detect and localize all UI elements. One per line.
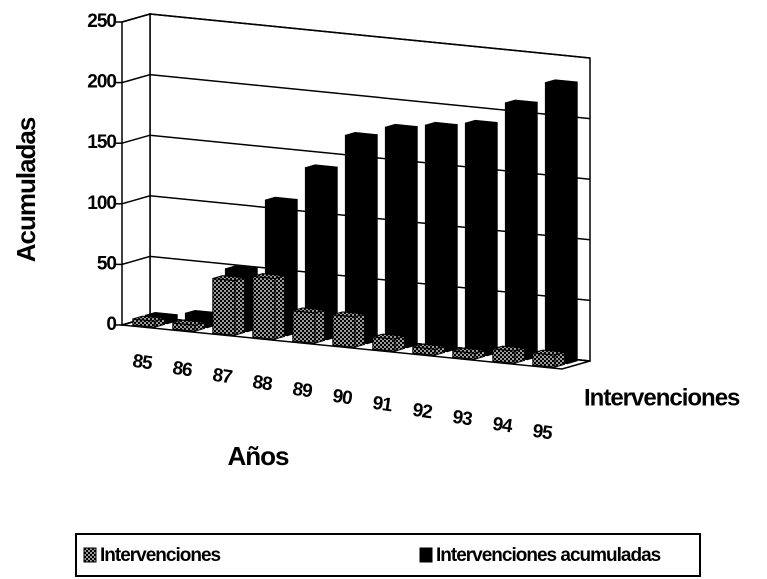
bar-top xyxy=(505,99,538,106)
bar xyxy=(252,273,286,340)
x-tick-label: 89 xyxy=(291,379,313,403)
grid-line xyxy=(121,73,591,120)
bar-top xyxy=(305,164,338,171)
bar xyxy=(332,311,366,348)
bar xyxy=(304,164,338,341)
bar-front xyxy=(424,124,448,353)
bar xyxy=(452,347,486,360)
y-tick-label: 150 xyxy=(87,132,116,153)
bar-top xyxy=(492,345,525,352)
x-tick-label: 88 xyxy=(251,372,273,396)
legend-swatch xyxy=(83,547,97,563)
bar xyxy=(172,319,206,332)
bar-top xyxy=(225,265,258,272)
legend-box xyxy=(75,533,701,577)
x-axis-label: Años xyxy=(228,441,290,471)
bar-side xyxy=(354,313,366,348)
bar xyxy=(544,79,578,365)
bar-top xyxy=(292,307,325,314)
y-tick-label: 200 xyxy=(87,72,116,93)
bar-front xyxy=(332,314,356,348)
side-wall xyxy=(121,13,151,326)
bar xyxy=(132,315,166,328)
y-tick-label: 100 xyxy=(87,193,116,214)
bar-top xyxy=(212,275,245,282)
x-tick-label: 94 xyxy=(491,414,514,438)
bar xyxy=(504,99,538,361)
x-tick-label: 95 xyxy=(531,421,554,445)
bar xyxy=(212,275,246,336)
bar-top xyxy=(465,119,498,126)
bar xyxy=(372,333,406,352)
bar-top xyxy=(545,79,578,86)
bar-front xyxy=(384,126,408,349)
bar-front xyxy=(504,102,528,361)
bar-top xyxy=(532,349,565,356)
depth-axis-label: Intervenciones xyxy=(584,384,740,411)
bar-top xyxy=(172,319,205,326)
x-tick-label: 85 xyxy=(131,351,154,375)
bar-top xyxy=(132,315,165,322)
x-tick-label: 90 xyxy=(331,386,353,410)
bar-front xyxy=(212,277,236,336)
bar-top xyxy=(425,121,458,128)
y-tick-label: 0 xyxy=(106,314,116,335)
bar-front xyxy=(544,82,568,365)
bar-side xyxy=(234,277,246,336)
bar-front xyxy=(464,122,488,357)
bar-top xyxy=(145,312,178,319)
bar-side xyxy=(274,275,286,340)
bar-top xyxy=(332,311,365,318)
bar xyxy=(384,123,418,349)
legend-label: Intervenciones acumuladas xyxy=(436,545,661,566)
bar-front xyxy=(292,310,316,344)
bar-side xyxy=(314,309,326,344)
bar-top xyxy=(385,123,418,130)
bar-top xyxy=(252,273,285,280)
bar xyxy=(412,343,446,356)
bar-top xyxy=(265,196,298,203)
bar xyxy=(492,345,526,364)
bar xyxy=(292,307,326,344)
bar-side xyxy=(566,81,578,365)
bar-side xyxy=(446,123,458,353)
bar-front xyxy=(252,275,276,340)
x-tick-label: 92 xyxy=(411,400,433,424)
bar-top xyxy=(372,333,405,340)
bar-top xyxy=(345,132,378,139)
x-tick-label: 87 xyxy=(211,365,233,389)
x-tick-label: 91 xyxy=(371,393,394,417)
grid-line xyxy=(121,13,591,59)
bar xyxy=(532,349,566,368)
bar xyxy=(344,132,378,345)
bar-side xyxy=(486,121,498,357)
bar-side xyxy=(366,134,378,345)
bar xyxy=(464,119,498,357)
bar-side xyxy=(526,101,538,361)
x-tick-label: 86 xyxy=(171,358,193,382)
bar-side xyxy=(406,125,418,349)
bar xyxy=(424,121,458,353)
y-tick-label: 50 xyxy=(97,253,117,274)
bar-top xyxy=(452,347,485,354)
bar-top xyxy=(412,343,445,350)
y-axis-label: Acumuladas xyxy=(11,117,41,262)
y-tick-label: 250 xyxy=(87,11,116,32)
legend-swatch xyxy=(419,547,433,563)
x-tick-label: 93 xyxy=(451,407,473,431)
legend-label: Intervenciones xyxy=(100,545,221,566)
